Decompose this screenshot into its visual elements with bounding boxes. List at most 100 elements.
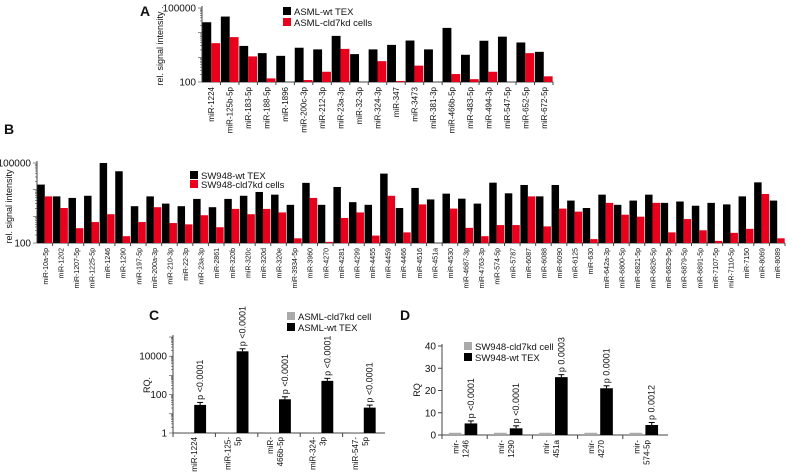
x-tick-label: miR-324-3p	[374, 86, 383, 128]
bar-sw948-cld7kd-cells	[356, 212, 364, 243]
bar-asml-wt-tex	[276, 55, 286, 82]
x-tick-label: miR-1896	[281, 86, 290, 121]
x-tick-label: miR-4281	[339, 248, 346, 278]
x-tick-label: miR-320b	[230, 248, 237, 278]
bar-asml-cld7kd-cell	[306, 432, 319, 433]
bar-asml-wt-tex	[321, 380, 334, 433]
legend-label: ASML-wt TEX	[298, 323, 358, 334]
bar-asml-wt-tex	[516, 42, 526, 82]
bar-asml-cld7kd-cells	[543, 76, 553, 82]
bar-sw948-cld7kd-cells	[185, 224, 193, 243]
bar-sw948-wt-tex	[613, 204, 622, 243]
bar-sw948-wt-tex	[520, 184, 528, 243]
bar-sw948-wt-tex	[754, 182, 762, 243]
legend-swatch	[464, 353, 472, 361]
bar-sw948-cld7kd-cells	[403, 232, 411, 243]
bar-sw948-cld7kd-cells	[636, 216, 645, 243]
bar-sw948-cld7kd-cells	[387, 195, 396, 243]
x-tick-label: miR-2861	[214, 248, 221, 278]
bar-sw948-cld7kd-cell	[539, 432, 552, 435]
y-tick-label: 100000	[163, 4, 197, 15]
y-tick-label: 100	[14, 239, 31, 250]
bar-sw948-cld7kd-cells	[621, 214, 629, 243]
bar-sw948-cld7kd-cells	[169, 223, 177, 243]
x-tick-label: miR-23a-3p	[199, 248, 206, 285]
bar-sw948-wt-tex	[442, 193, 450, 243]
bar-asml-cld7kd-cells	[211, 43, 221, 82]
x-tick-label: miR-320e	[277, 248, 284, 278]
bar-sw948-wt-tex	[473, 203, 482, 243]
bar-sw948-wt-tex	[224, 198, 232, 243]
bar-sw948-cld7kd-cells	[294, 238, 302, 243]
bar-sw948-wt-tex	[660, 202, 669, 243]
bar-sw948-wt-tex	[555, 377, 568, 435]
bar-asml-wt-tex	[202, 22, 212, 83]
p-value-label: p 0.0012	[647, 385, 657, 420]
bar-sw948-wt-tex	[193, 198, 201, 243]
bar-asml-wt-tex	[294, 47, 304, 82]
bar-sw948-wt-tex	[208, 207, 217, 243]
x-tick-label: miR-1207-5p	[74, 248, 81, 289]
y-axis-label: rel. signal intensity .	[155, 6, 165, 85]
legend-label: SW948-cld7kd cells	[201, 180, 285, 191]
bar-sw948-wt-tex	[239, 195, 248, 243]
bar-sw948-wt-tex	[37, 184, 45, 243]
bar-sw948-cld7kd-cells	[699, 230, 707, 243]
bar-sw948-cld7kd-cells	[714, 240, 723, 243]
legend-label: SW948-wt TEX	[201, 171, 266, 182]
bar-asml-wt-tex	[405, 40, 415, 82]
p-value-label: p 0.0003	[556, 337, 566, 372]
x-tick-label: miR-6090	[557, 248, 564, 278]
bar-sw948-wt-tex	[738, 196, 747, 243]
bar-asml-cld7kd-cells	[377, 61, 387, 82]
y-tick-label: 0	[430, 431, 436, 442]
x-tick-label: mir-1290	[497, 439, 516, 457]
legend-label: SW948-wt TEX	[475, 353, 540, 364]
bar-sw948-cld7kd-cells	[496, 225, 505, 243]
x-tick-label: miR-212-3p	[318, 86, 327, 128]
bar-sw948-cld7kd-cells	[652, 202, 661, 243]
x-tick-label: miR-483-5p	[466, 86, 475, 128]
bar-sw948-cld7kd-cells	[231, 208, 240, 243]
bar-sw948-wt-tex	[598, 194, 606, 243]
p-value-label: p <0.0001	[280, 354, 290, 394]
x-tick-label: mir-451a	[542, 439, 561, 457]
bar-sw948-cld7kd-cells	[746, 228, 754, 243]
bar-asml-wt-tex	[442, 27, 452, 82]
bar-sw948-wt-tex	[99, 163, 108, 243]
x-tick-label: miR-200a-3p	[152, 248, 159, 289]
x-tick-label: miR-6829-5p	[666, 248, 673, 289]
legend-label: ASML-cld7kd cells	[294, 18, 372, 29]
y-tick-label: 40	[425, 342, 437, 353]
bar-asml-wt-tex	[461, 54, 470, 82]
bar-asml-wt-tex	[220, 16, 230, 82]
x-tick-label: miR-4270	[323, 248, 330, 278]
y-tick-label: 10000	[139, 352, 167, 363]
bar-sw948-wt-tex	[411, 187, 419, 243]
x-tick-label: miR-6826-5p	[651, 248, 658, 289]
x-tick-label: miR-652-5p	[521, 86, 530, 128]
bar-sw948-cld7kd-cells	[309, 197, 318, 243]
bar-sw948-cld7kd-cells	[512, 225, 520, 243]
bar-asml-cld7kd-cell	[348, 432, 361, 433]
x-tick-label: miR-4466	[401, 248, 408, 278]
bar-asml-wt-tex	[239, 45, 249, 82]
x-tick-label: mir-4270	[587, 439, 606, 457]
y-tick-label: 100	[150, 390, 167, 401]
panel-d: D RQ 0 10 20 30 40 p <0.0001 mir-1246 p <0.0001 mi…	[400, 307, 668, 465]
bar-sw948-cld7kd-cells	[730, 232, 738, 243]
x-tick-label: miR-4299	[354, 248, 361, 278]
bar-sw948-cld7kd-cells	[574, 211, 583, 243]
bar-sw948-cld7kd-cells	[60, 208, 68, 243]
bar-asml-wt-tex	[363, 407, 376, 433]
y-tick-label: 1	[161, 429, 167, 440]
x-tick-label: miR-6800-5p	[619, 248, 626, 289]
bar-sw948-wt-tex	[600, 388, 613, 435]
x-tick-label: miR-7107-5p	[713, 248, 720, 289]
x-tick-label: miR-6891-5p	[697, 248, 704, 289]
x-tick-label: miR-188-5p	[263, 86, 272, 128]
x-tick-label: miR-1225-5p	[90, 248, 97, 289]
bar-sw948-wt-tex	[395, 208, 404, 243]
bar-sw948-wt-tex	[769, 200, 778, 243]
